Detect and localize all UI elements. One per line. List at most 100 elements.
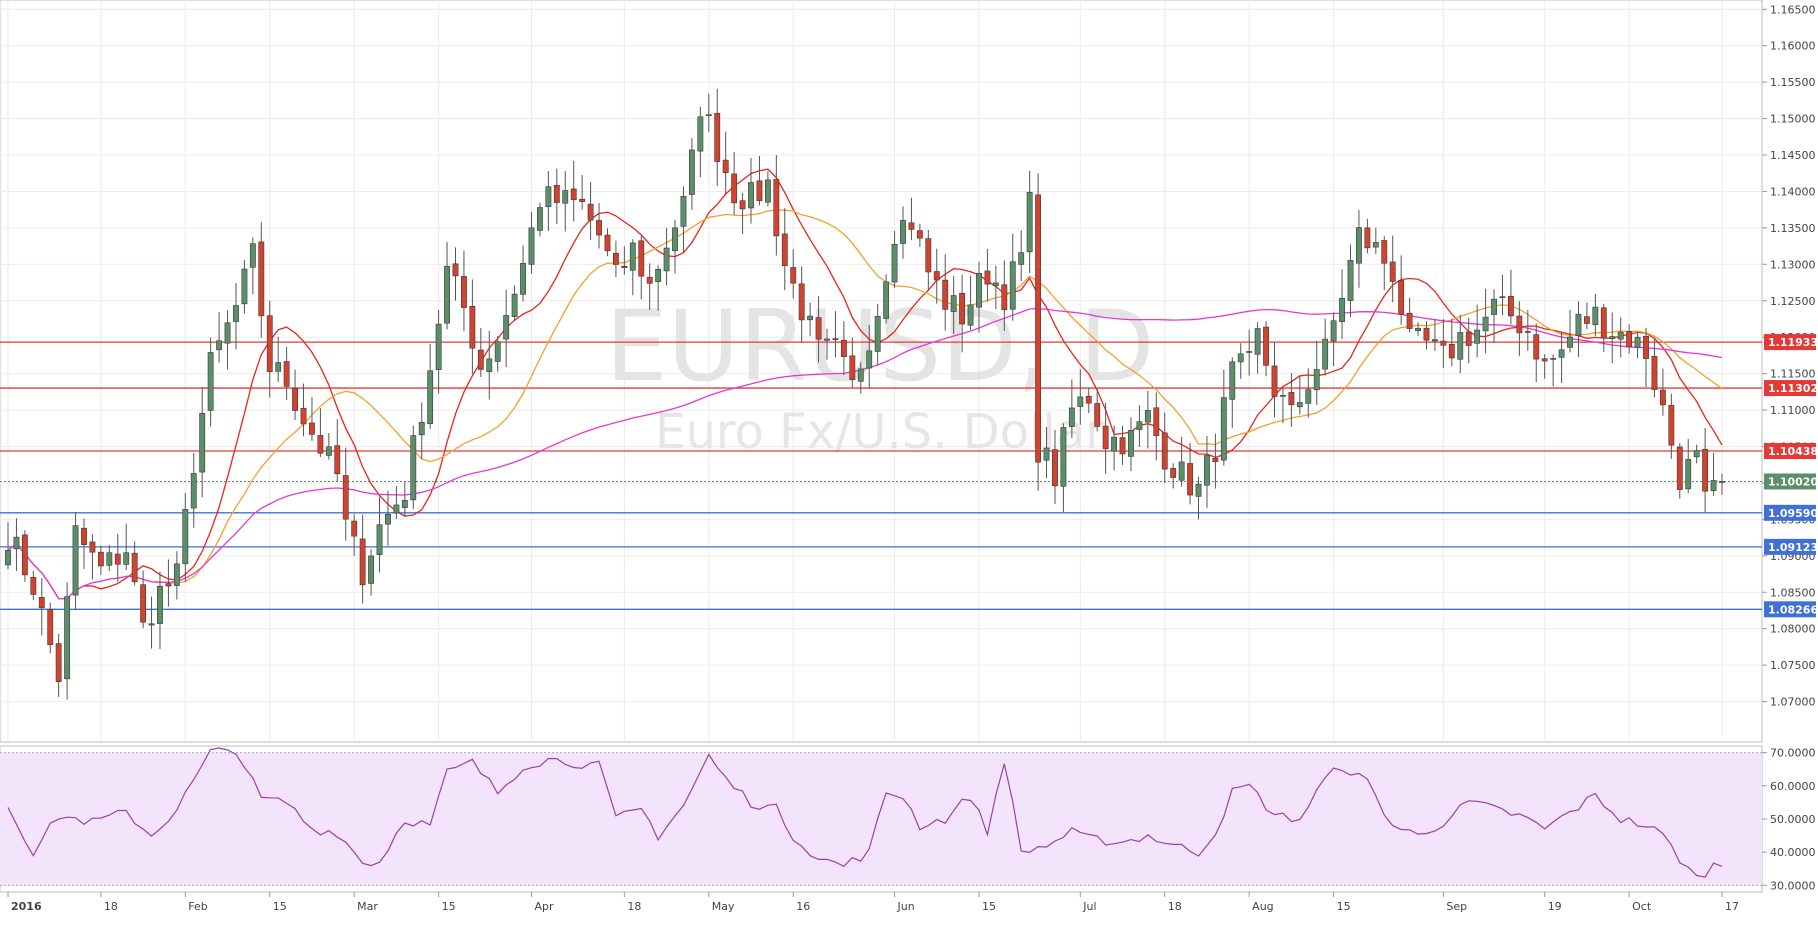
candle [1322,318,1329,376]
candle [1119,425,1126,465]
rsi-axis[interactable]: 70.0000 60.0000 50.0000 40.0000 30.0000 [1762,747,1816,893]
time-tick-label: Feb [188,900,207,913]
candle [1491,289,1497,343]
time-tick-label: Oct [1632,900,1652,913]
price-tick-label: 1.15000 [1770,113,1816,126]
price-tick-label: 1.15500 [1770,76,1816,89]
candle [1296,376,1303,415]
rsi-tick-label: 30.0000 [1770,879,1816,892]
candle [241,260,248,314]
candle [790,249,797,299]
candle [114,533,121,583]
candle [1372,227,1379,255]
candle [1111,425,1117,471]
candle [401,481,408,517]
candle [891,231,898,288]
ma-slow-line [7,308,1723,600]
candle [1685,439,1692,494]
candle [13,518,20,571]
candle [410,425,417,510]
candle [1136,405,1143,448]
price-tick-label: 1.16500 [1770,3,1816,16]
time-axis[interactable]: 2016 18 Feb 15 Mar 15 Apr 18 May 16 Jun 15 Jul 18 Aug 1… [7,892,1739,913]
candle [1693,444,1700,464]
candle [89,534,96,580]
time-tick-label: 15 [982,900,996,913]
candle [376,496,383,573]
candle [722,131,729,194]
rsi-line [7,747,1723,878]
candle [275,336,282,382]
candle [1212,433,1219,489]
candle [359,514,366,604]
time-tick-label: 16 [796,900,810,913]
candle [1330,312,1337,367]
candle [950,275,957,334]
candle [857,362,864,394]
level-price-tag [1764,443,1816,460]
candle [587,181,594,241]
candle [1001,260,1008,331]
ma-mid-line [7,209,1723,600]
price-tick-label: 1.13500 [1770,222,1816,235]
candle [798,266,805,343]
candle [1651,338,1658,398]
price-pane[interactable] [0,0,1763,743]
candle [38,578,45,636]
candle [334,419,341,482]
candle [959,274,966,353]
candle [596,202,602,249]
candle [165,559,172,607]
candle [182,493,189,582]
candle [553,168,560,225]
horizontal-levels [0,341,1762,610]
candle [1432,319,1438,351]
candle [368,549,374,596]
candle [1026,170,1033,273]
candle [849,337,856,388]
candle [283,346,290,401]
candle [714,88,721,186]
candle [1634,332,1641,359]
candle [562,171,569,232]
candle [688,138,695,210]
candle [1009,233,1016,321]
candle [1288,373,1295,427]
candle [537,202,543,237]
candle [680,186,687,252]
candle [579,175,586,210]
price-tick-label: 1.14500 [1770,149,1816,162]
candle [511,285,518,322]
candle [705,93,712,132]
candle [1161,412,1168,484]
candle [351,514,358,556]
level-price-label: 1.09590 [1768,507,1818,520]
candle [1077,369,1084,425]
time-tick-label: 19 [1548,900,1562,913]
candle [224,310,231,370]
candle [1068,379,1075,439]
candle [81,518,87,569]
candle [486,331,493,400]
level-price-label: 1.11933 [1768,336,1818,349]
candle [1356,210,1362,288]
level-price-tag [1764,601,1816,618]
candle [249,237,256,295]
candle [292,369,298,421]
level-price-label: 1.10438 [1768,445,1818,458]
candle [1550,354,1557,387]
candle [131,541,138,586]
candle [1398,255,1405,325]
candle [342,447,349,541]
level-labels: 1.11933 1.11302 1.10438 1.09590 1.09123 1.082… [1764,334,1818,618]
candle [764,171,771,207]
candle [1280,387,1286,424]
candle [444,242,450,330]
candle [300,383,307,437]
candle [317,408,324,457]
candle [672,219,678,274]
time-tick-label: Apr [534,900,554,913]
candle [1440,319,1447,369]
candle [1719,473,1725,495]
